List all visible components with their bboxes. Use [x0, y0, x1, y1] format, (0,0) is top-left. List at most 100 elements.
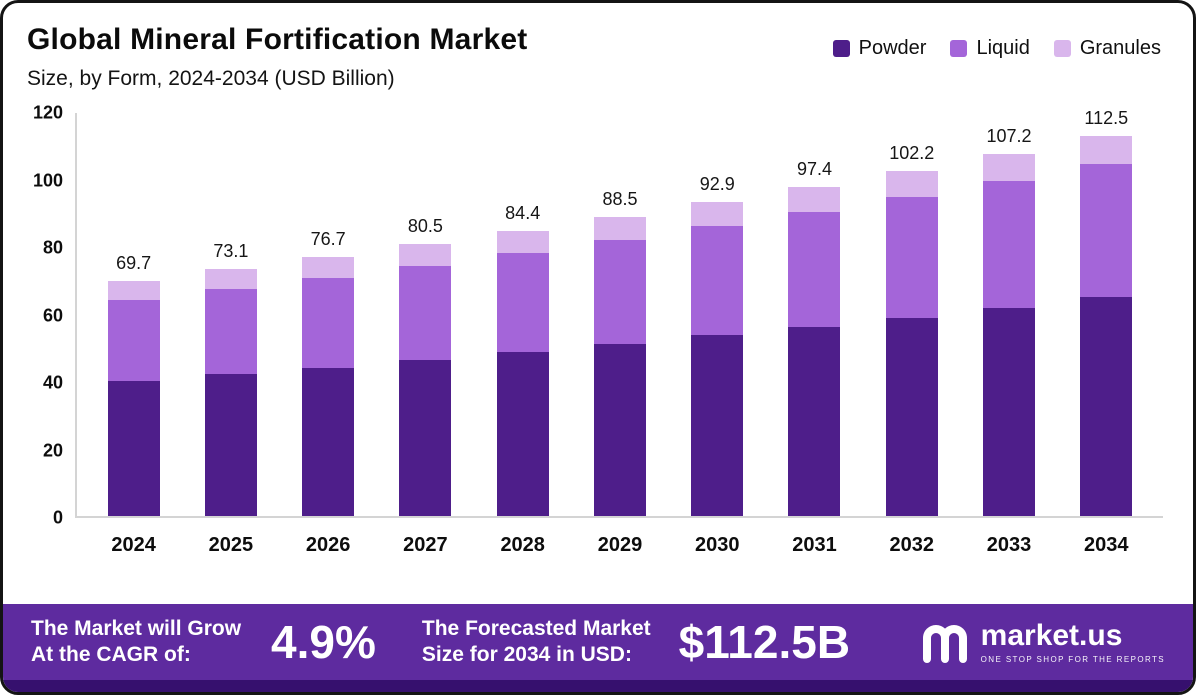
bar-segment-liquid — [593, 239, 646, 344]
x-axis-spacer — [19, 518, 77, 557]
brand-name: market.us — [980, 618, 1123, 652]
x-axis-label: 2031 — [792, 534, 837, 556]
y-axis-label: 20 — [42, 440, 63, 461]
stacked-bar — [302, 257, 355, 516]
bar-total-label: 88.5 — [602, 189, 638, 210]
cagr-value: 4.9% — [271, 616, 376, 668]
chart-inner: 0 20 40 60 80 100 120 69.7 73.1 76.7 80.5 84.4 88.5… — [19, 103, 1163, 528]
stacked-bar — [788, 187, 841, 516]
bar-segment-granules — [983, 154, 1036, 182]
bar-segment-granules — [399, 244, 452, 266]
x-axis-label: 2030 — [694, 534, 740, 556]
bar-group-2033: 107.2 — [960, 113, 1057, 516]
bar-group-2030: 92.9 — [669, 113, 766, 516]
bar-segment-liquid — [107, 300, 160, 381]
x-axis-row: 2024 2025 2026 2027 2028 2029 2030 2031 2032 2033… — [77, 518, 1163, 557]
legend-item-liquid: Liquid — [950, 37, 1030, 60]
page-subtitle: Size, by Form, 2024-2034 (USD Billion) — [27, 67, 395, 90]
bar-total-label: 76.7 — [310, 229, 346, 250]
bar-segment-granules — [496, 231, 549, 254]
cagr-label-line2: At the CAGR of: — [31, 643, 191, 666]
bar-total-label: 69.7 — [116, 252, 152, 273]
bar-segment-powder — [204, 374, 257, 516]
bar-segment-powder — [593, 343, 646, 516]
legend-label: Liquid — [976, 37, 1030, 59]
y-axis-label: 60 — [42, 305, 63, 325]
footer-strip — [3, 680, 1193, 692]
bar-segment-liquid — [691, 226, 744, 336]
y-axis-label: 120 — [32, 102, 63, 123]
x-axis-label: 2026 — [305, 534, 351, 556]
x-axis-label: 2034 — [1084, 534, 1129, 556]
x-axis: 2024 2025 2026 2027 2028 2029 2030 2031 2032 2033… — [19, 518, 1163, 557]
legend-swatch — [950, 40, 968, 57]
bar-total-label: 84.4 — [505, 203, 541, 224]
bar-group-2024: 69.7 — [85, 113, 182, 516]
stacked-bar — [399, 244, 452, 516]
header: Global Mineral Fortification Market Size… — [3, 3, 1193, 91]
y-axis-label: 100 — [32, 170, 63, 190]
chart-legend: Powder Liquid Granules — [832, 37, 1161, 60]
bar-segment-liquid — [399, 265, 452, 361]
legend-item-powder: Powder — [832, 37, 927, 60]
stacked-bar — [593, 217, 646, 516]
plot-area: 69.7 73.1 76.7 80.5 84.4 88.5 92.9 97.4 102.2 107… — [75, 108, 1163, 518]
bar-segment-liquid — [496, 253, 549, 353]
bar-group-2026: 76.7 — [280, 113, 377, 516]
cagr-label: The Market will Grow At the CAGR of: — [31, 616, 241, 669]
footer-banner: The Market will Grow At the CAGR of: 4.9… — [3, 604, 1193, 680]
brand-text-block: market.us ONE STOP SHOP FOR THE REPORTS — [980, 618, 1165, 664]
x-axis-label: 2027 — [403, 534, 448, 556]
forecast-label-line2: Size for 2034 in USD: — [421, 643, 632, 666]
brand-tagline: ONE STOP SHOP FOR THE REPORTS — [980, 654, 1165, 664]
bar-segment-powder — [107, 381, 160, 516]
stacked-bar — [885, 171, 938, 516]
bar-segment-granules — [691, 202, 744, 227]
y-axis-label: 0 — [52, 507, 63, 528]
stacked-bar — [204, 269, 257, 516]
y-axis-label: 80 — [42, 237, 63, 258]
bar-segment-liquid — [983, 181, 1036, 308]
bar-segment-powder — [691, 335, 744, 516]
bar-segment-granules — [107, 280, 160, 300]
bar-segment-powder — [885, 317, 938, 516]
chart: 0 20 40 60 80 100 120 69.7 73.1 76.7 80.5 84.4 88.5… — [3, 103, 1193, 557]
brand-logo: market.us ONE STOP SHOP FOR THE REPORTS — [921, 618, 1165, 664]
bar-total-label: 80.5 — [407, 216, 443, 237]
forecast-value: $112.5B — [678, 616, 851, 668]
bar-group-2032: 102.2 — [863, 113, 960, 516]
cagr-label-line1: The Market will Grow — [31, 616, 242, 640]
title-block: Global Mineral Fortification Market Size… — [27, 23, 527, 91]
bar-segment-powder — [399, 360, 452, 516]
bar-total-label: 97.4 — [796, 159, 833, 180]
stacked-bar — [1080, 136, 1133, 516]
bar-segment-powder — [788, 327, 841, 516]
bar-segment-powder — [496, 352, 549, 516]
y-axis: 0 20 40 60 80 100 120 — [19, 103, 75, 528]
y-axis-label: 40 — [42, 372, 63, 393]
bar-segment-liquid — [204, 288, 257, 375]
legend-swatch — [832, 40, 850, 57]
legend-item-granules: Granules — [1053, 37, 1161, 60]
bar-group-2029: 88.5 — [571, 113, 668, 516]
stacked-bar — [691, 202, 744, 516]
page-title: Global Mineral Fortification Market — [27, 23, 528, 56]
bar-total-label: 102.2 — [889, 143, 935, 164]
forecast-label-line1: The Forecasted Market — [421, 616, 651, 640]
stacked-bar — [496, 231, 549, 516]
legend-label: Powder — [858, 37, 927, 59]
bar-segment-liquid — [302, 277, 355, 368]
bar-total-label: 73.1 — [213, 241, 249, 262]
bar-segment-liquid — [885, 196, 938, 318]
bar-total-label: 112.5 — [1084, 108, 1129, 129]
bar-total-label: 92.9 — [699, 174, 735, 195]
bar-segment-granules — [1080, 136, 1133, 165]
legend-label: Granules — [1079, 37, 1161, 59]
bar-segment-granules — [593, 217, 646, 240]
bar-group-2025: 73.1 — [182, 113, 279, 516]
bar-group-2034: 112.5 — [1058, 108, 1155, 516]
bar-segment-powder — [1080, 297, 1133, 516]
stacked-bar — [107, 280, 160, 516]
bar-segment-liquid — [1080, 164, 1133, 298]
